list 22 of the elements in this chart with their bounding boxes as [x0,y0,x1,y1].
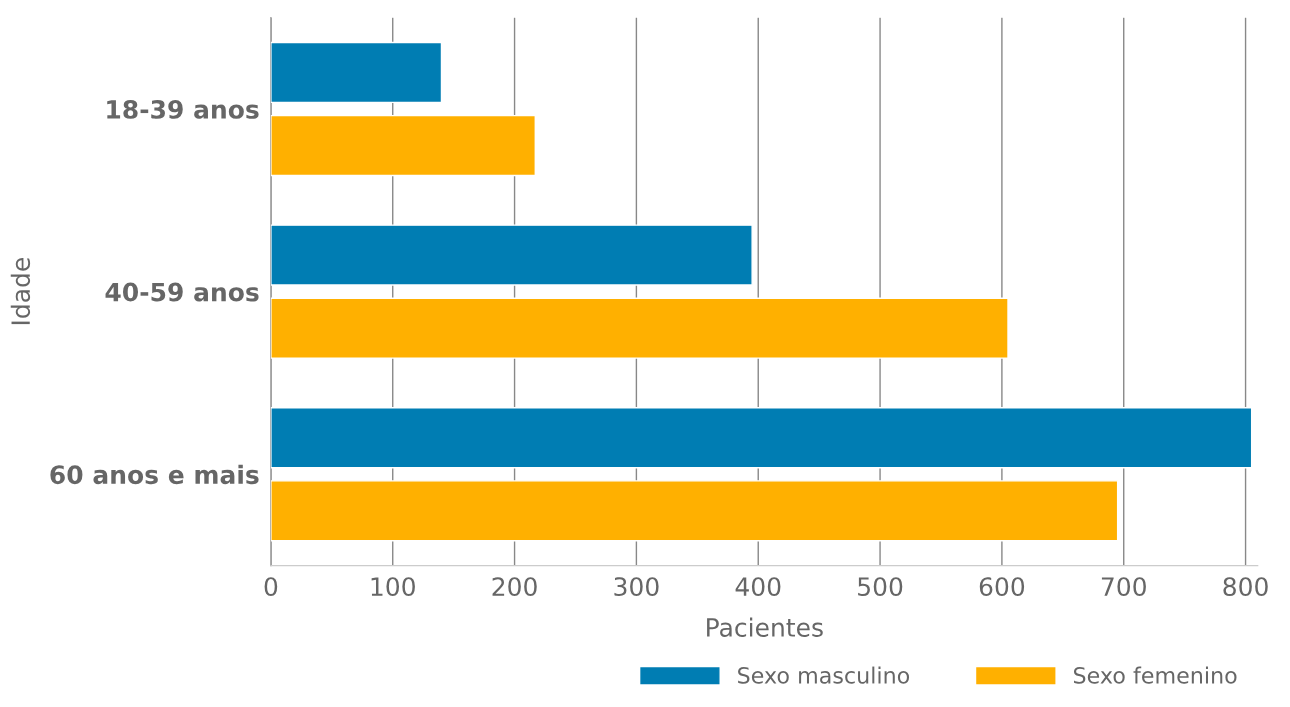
y-axis-title: Idade [10,258,31,325]
x-tick-label: 300 [614,577,659,597]
bar [270,297,1009,359]
y-tick-label: 60 anos e mais [50,464,259,485]
bar [270,41,443,104]
legend-label: Sexo femenino [1073,666,1237,684]
legend-label: Sexo masculino [738,666,910,684]
y-tick-label: 40-59 anos [105,282,259,302]
x-tick-label: 400 [735,577,781,597]
x-tick-label: 700 [1101,577,1146,597]
x-tick-label: 800 [1223,577,1268,597]
x-axis-title: Pacientes [707,617,823,637]
bar [270,480,1119,542]
bar [270,114,536,177]
x-tick-label: 500 [858,577,903,597]
x-tick-label: 200 [492,577,537,597]
bar [270,407,1253,469]
x-tick-label: 0 [264,577,278,597]
x-tick-label: 600 [979,577,1025,597]
bar [270,224,753,286]
y-tick-label: 18-39 anos [107,99,259,119]
x-tick-label: 100 [371,577,415,597]
